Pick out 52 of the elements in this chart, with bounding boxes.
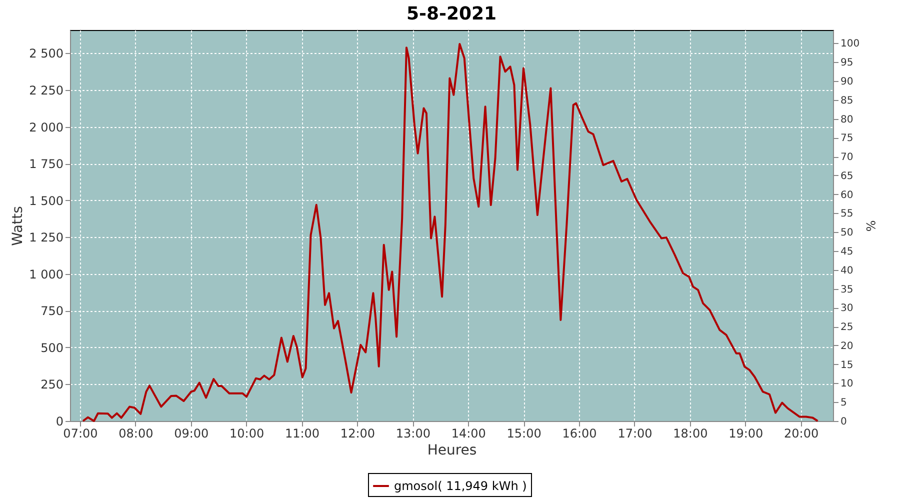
y2-tick-label: 0 — [840, 416, 847, 428]
y2-tick-label: 5 — [840, 398, 847, 409]
y-tick-label: 750 — [40, 304, 64, 318]
x-tick-label: 17:00 — [618, 426, 652, 440]
y-axis-title: Watts — [10, 206, 26, 246]
y2-tick-label: 70 — [840, 152, 854, 164]
y2-tick-label: 75 — [840, 133, 854, 144]
legend-label: gmosol( 11,949 kWh ) — [394, 479, 527, 493]
y2-tick-label: 35 — [840, 284, 854, 296]
x-tick-label: 13:00 — [396, 426, 430, 440]
y2-tick-label: 15 — [840, 360, 854, 371]
y2-tick-label: 100 — [840, 38, 860, 50]
y-tick-label: 2 500 — [29, 46, 64, 61]
x-tick-label: 10:00 — [230, 426, 264, 440]
x-tick-label: 20:00 — [784, 426, 819, 440]
y2-tick-label: 50 — [840, 228, 854, 239]
y2-tick-label: 90 — [840, 76, 854, 88]
x-tick-label: 12:00 — [340, 426, 376, 440]
x-tick-label: 18:00 — [673, 426, 708, 440]
y-tick-label: 1 750 — [29, 157, 64, 172]
x-tick-label: 09:00 — [174, 426, 209, 440]
x-tick-label: 19:00 — [728, 426, 764, 440]
x-tick-label: 14:00 — [451, 426, 486, 440]
y-tick-label: 500 — [40, 340, 64, 355]
y-tick-label: 250 — [40, 378, 64, 392]
y2-tick-label: 45 — [840, 246, 854, 258]
chart-title: 5-8-2021 — [406, 3, 497, 24]
x-tick-label: 15:00 — [506, 426, 542, 440]
y2-tick-label: 40 — [840, 265, 854, 276]
y2-tick-label: 55 — [840, 208, 854, 220]
y2-tick-label: 20 — [840, 340, 854, 352]
y2-tick-label: 10 — [840, 378, 854, 390]
y-tick-label: 1 500 — [29, 194, 64, 208]
y-tick-label: 1 000 — [29, 267, 64, 282]
x-tick-label: 08:00 — [118, 426, 154, 440]
y2-tick-label: 60 — [840, 190, 854, 201]
x-tick-label: 11:00 — [284, 426, 320, 440]
x-tick-label: 16:00 — [562, 426, 597, 440]
line-series — [82, 42, 819, 422]
y-tick-label: 0 — [56, 414, 64, 428]
y2-tick-label: 25 — [840, 322, 854, 334]
y2-tick-label: 85 — [840, 95, 854, 106]
x-tick-label: 07:00 — [63, 426, 98, 440]
y2-tick-label: 95 — [840, 58, 854, 69]
y2-axis-title: % — [864, 220, 878, 232]
y-tick-label: 1 250 — [29, 230, 64, 245]
x-axis-title: Heures — [427, 442, 477, 458]
y-tick-label: 2 250 — [29, 84, 64, 98]
y-tick-label: 2 000 — [29, 120, 64, 134]
y2-tick-label: 80 — [840, 114, 854, 126]
y2-tick-label: 30 — [840, 303, 854, 314]
y2-tick-label: 65 — [840, 170, 854, 182]
